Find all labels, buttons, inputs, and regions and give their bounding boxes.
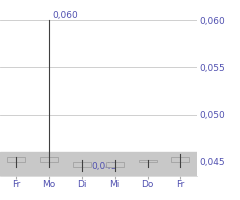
Bar <box>0 152 197 176</box>
Text: 0,060: 0,060 <box>53 11 78 20</box>
Bar <box>106 162 124 167</box>
Bar <box>73 162 91 167</box>
Text: 0,045: 0,045 <box>92 162 117 171</box>
Bar <box>138 160 157 162</box>
Bar <box>171 157 189 162</box>
Bar <box>40 157 58 162</box>
Bar <box>7 157 25 162</box>
